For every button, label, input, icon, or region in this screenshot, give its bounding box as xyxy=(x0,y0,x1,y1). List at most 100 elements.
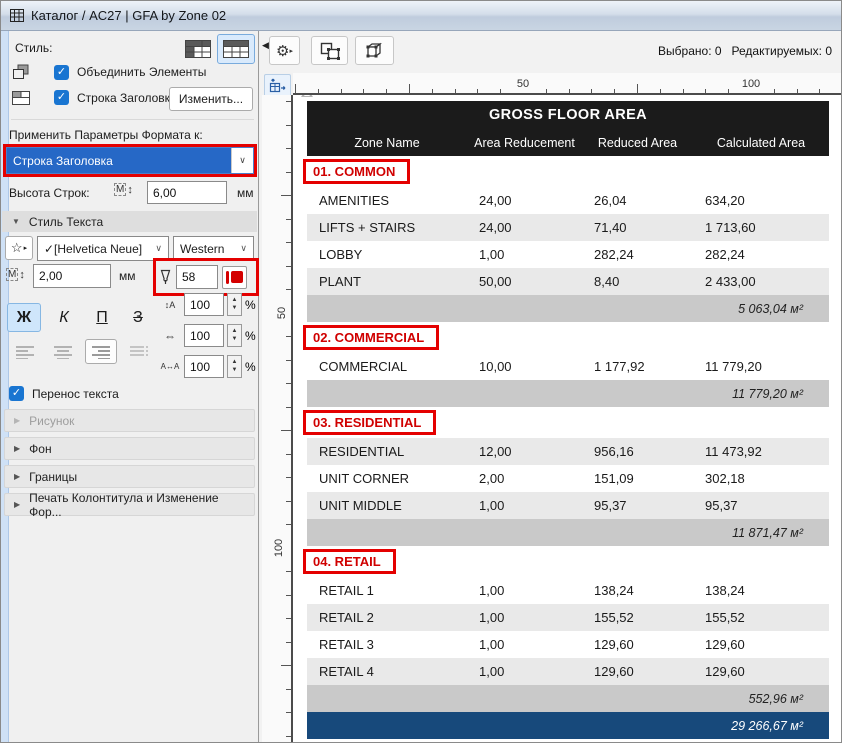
strikethrough-button[interactable]: З xyxy=(133,308,143,326)
cell[interactable]: 1 177,92 xyxy=(594,359,645,374)
subtotal-row[interactable]: 552,96 м² xyxy=(307,685,829,712)
cell[interactable]: LIFTS + STAIRS xyxy=(319,220,416,235)
section-label[interactable]: 01. COMMON xyxy=(303,159,411,184)
cell[interactable]: 956,16 xyxy=(594,444,634,459)
table-row[interactable]: LIFTS + STAIRS 24,00 71,40 1 713,60 xyxy=(307,214,829,241)
panel-scroll-strip[interactable] xyxy=(1,31,9,742)
subtotal-row[interactable]: 11 871,47 м² xyxy=(307,519,829,546)
table-row[interactable]: LOBBY 1,00 282,24 282,24 xyxy=(307,241,829,268)
cell[interactable]: 8,40 xyxy=(594,274,620,289)
column-handle-icon[interactable] xyxy=(301,95,313,97)
cell[interactable]: RESIDENTIAL xyxy=(319,444,405,459)
align-center-button[interactable] xyxy=(47,339,79,364)
cell[interactable]: 138,24 xyxy=(594,583,634,598)
cell[interactable]: 26,04 xyxy=(594,193,627,208)
cell[interactable]: 2,00 xyxy=(479,471,505,486)
table-row[interactable]: RETAIL 4 1,00 129,60 129,60 xyxy=(307,658,829,685)
cell[interactable]: 155,52 xyxy=(594,610,634,625)
cell[interactable]: 1,00 xyxy=(479,498,505,513)
style-preset-header-icon[interactable] xyxy=(217,34,255,64)
favorites-star-button[interactable]: ☆ ▸ xyxy=(5,236,33,260)
table-row[interactable]: RESIDENTIAL 12,00 956,16 11 473,92 xyxy=(307,438,829,465)
vertical-ruler[interactable]: 50 100 xyxy=(262,95,293,742)
cell[interactable]: 11 779,20 xyxy=(705,359,762,374)
subtotal-row[interactable]: 5 063,04 м² xyxy=(307,295,829,322)
cell[interactable]: 1,00 xyxy=(479,637,505,652)
subtotal-row[interactable]: 11 779,20 м² xyxy=(307,380,829,407)
table-navigation-button[interactable] xyxy=(264,74,291,97)
char-spacing-stepper[interactable]: ▲ ▼ xyxy=(227,355,242,378)
char-width-input[interactable] xyxy=(184,324,224,347)
cell[interactable]: 138,24 xyxy=(705,583,745,598)
cell[interactable]: UNIT CORNER xyxy=(319,471,410,486)
align-justify-button[interactable] xyxy=(123,339,155,364)
cell[interactable]: 12,00 xyxy=(479,444,512,459)
cell[interactable]: 71,40 xyxy=(594,220,627,235)
select-in-plan-button[interactable] xyxy=(311,36,348,65)
cell[interactable]: 634,20 xyxy=(705,193,745,208)
cell[interactable]: 2 433,00 xyxy=(705,274,756,289)
wrap-text-checkbox[interactable]: ✓ xyxy=(9,386,24,401)
table-row[interactable]: UNIT MIDDLE 1,00 95,37 95,37 xyxy=(307,492,829,519)
cell[interactable]: AMENITIES xyxy=(319,193,390,208)
cell[interactable]: LOBBY xyxy=(319,247,363,262)
cell[interactable]: 129,60 xyxy=(594,637,634,652)
table-row[interactable]: AMENITIES 24,00 26,04 634,20 xyxy=(307,187,829,214)
column-header[interactable]: Area Reducement xyxy=(474,135,575,150)
font-size-input[interactable] xyxy=(33,264,111,288)
cell[interactable]: 129,60 xyxy=(705,637,745,652)
table-row[interactable]: RETAIL 3 1,00 129,60 129,60 xyxy=(307,631,829,658)
table-row[interactable]: RETAIL 1 1,00 138,24 138,24 xyxy=(307,577,829,604)
style-preset-grid-icon[interactable] xyxy=(179,34,217,64)
underline-button[interactable]: П xyxy=(96,308,108,326)
cell[interactable]: 95,37 xyxy=(594,498,627,513)
align-left-button[interactable] xyxy=(9,339,41,364)
cell[interactable]: 155,52 xyxy=(705,610,745,625)
cell[interactable]: 129,60 xyxy=(594,664,634,679)
cell[interactable]: 50,00 xyxy=(479,274,512,289)
collapse-panel-icon[interactable]: ◀ xyxy=(262,40,269,50)
section-label[interactable]: 04. RETAIL xyxy=(303,549,396,574)
cell[interactable]: RETAIL 3 xyxy=(319,637,374,652)
column-header[interactable]: Reduced Area xyxy=(597,135,678,150)
cell[interactable]: 129,60 xyxy=(705,664,745,679)
bold-button[interactable]: Ж xyxy=(7,303,41,332)
section-borders[interactable]: ▶ Границы xyxy=(4,465,255,488)
align-right-button[interactable] xyxy=(85,339,117,364)
line-spacing-input[interactable] xyxy=(184,293,224,316)
header-row-checkbox[interactable]: ✓ xyxy=(54,90,69,105)
cell[interactable]: 282,24 xyxy=(705,247,745,262)
cell[interactable]: 282,24 xyxy=(594,247,634,262)
cell[interactable]: 1,00 xyxy=(479,247,505,262)
font-family-dropdown[interactable]: ✓[Helvetica Neue] ∨ xyxy=(37,236,169,261)
cell[interactable]: 95,37 xyxy=(705,498,738,513)
cell[interactable]: COMMERCIAL xyxy=(319,359,408,374)
settings-gear-button[interactable]: ⚙ ▸ xyxy=(269,36,300,65)
cell[interactable]: 10,00 xyxy=(479,359,512,374)
table-row[interactable]: PLANT 50,00 8,40 2 433,00 xyxy=(307,268,829,295)
cell[interactable]: 302,18 xyxy=(705,471,745,486)
cell[interactable]: RETAIL 1 xyxy=(319,583,374,598)
table-total-row[interactable]: 29 266,67 м² xyxy=(307,712,829,739)
table-title[interactable]: GROSS FLOOR AREA xyxy=(307,101,829,129)
section-header-print[interactable]: ▶ Печать Колонтитула и Изменение Фор... xyxy=(4,491,255,519)
char-width-stepper[interactable]: ▲ ▼ xyxy=(227,324,242,347)
cell[interactable]: PLANT xyxy=(319,274,361,289)
table-row[interactable]: UNIT CORNER 2,00 151,09 302,18 xyxy=(307,465,829,492)
select-in-3d-button[interactable] xyxy=(355,36,394,65)
apply-format-dropdown[interactable]: Строка Заголовка ∨ xyxy=(6,147,254,174)
edit-header-button[interactable]: Изменить... xyxy=(169,87,253,111)
horizontal-ruler[interactable]: 50 100 xyxy=(293,73,841,95)
table-row[interactable]: COMMERCIAL 10,00 1 177,92 11 779,20 xyxy=(307,353,829,380)
cell[interactable]: RETAIL 2 xyxy=(319,610,374,625)
row-height-input[interactable] xyxy=(147,181,227,204)
cell[interactable]: RETAIL 4 xyxy=(319,664,374,679)
cell[interactable]: 11 473,92 xyxy=(705,444,762,459)
table-row[interactable]: RETAIL 2 1,00 155,52 155,52 xyxy=(307,604,829,631)
cell[interactable]: 151,09 xyxy=(594,471,634,486)
column-header[interactable]: Calculated Area xyxy=(716,135,806,150)
text-style-section-header[interactable]: ▼ Стиль Текста xyxy=(2,211,257,232)
cell[interactable]: UNIT MIDDLE xyxy=(319,498,402,513)
cell[interactable]: 24,00 xyxy=(479,193,512,208)
schedule-canvas[interactable]: GROSS FLOOR AREA Zone Name Area Reduceme… xyxy=(293,95,841,742)
